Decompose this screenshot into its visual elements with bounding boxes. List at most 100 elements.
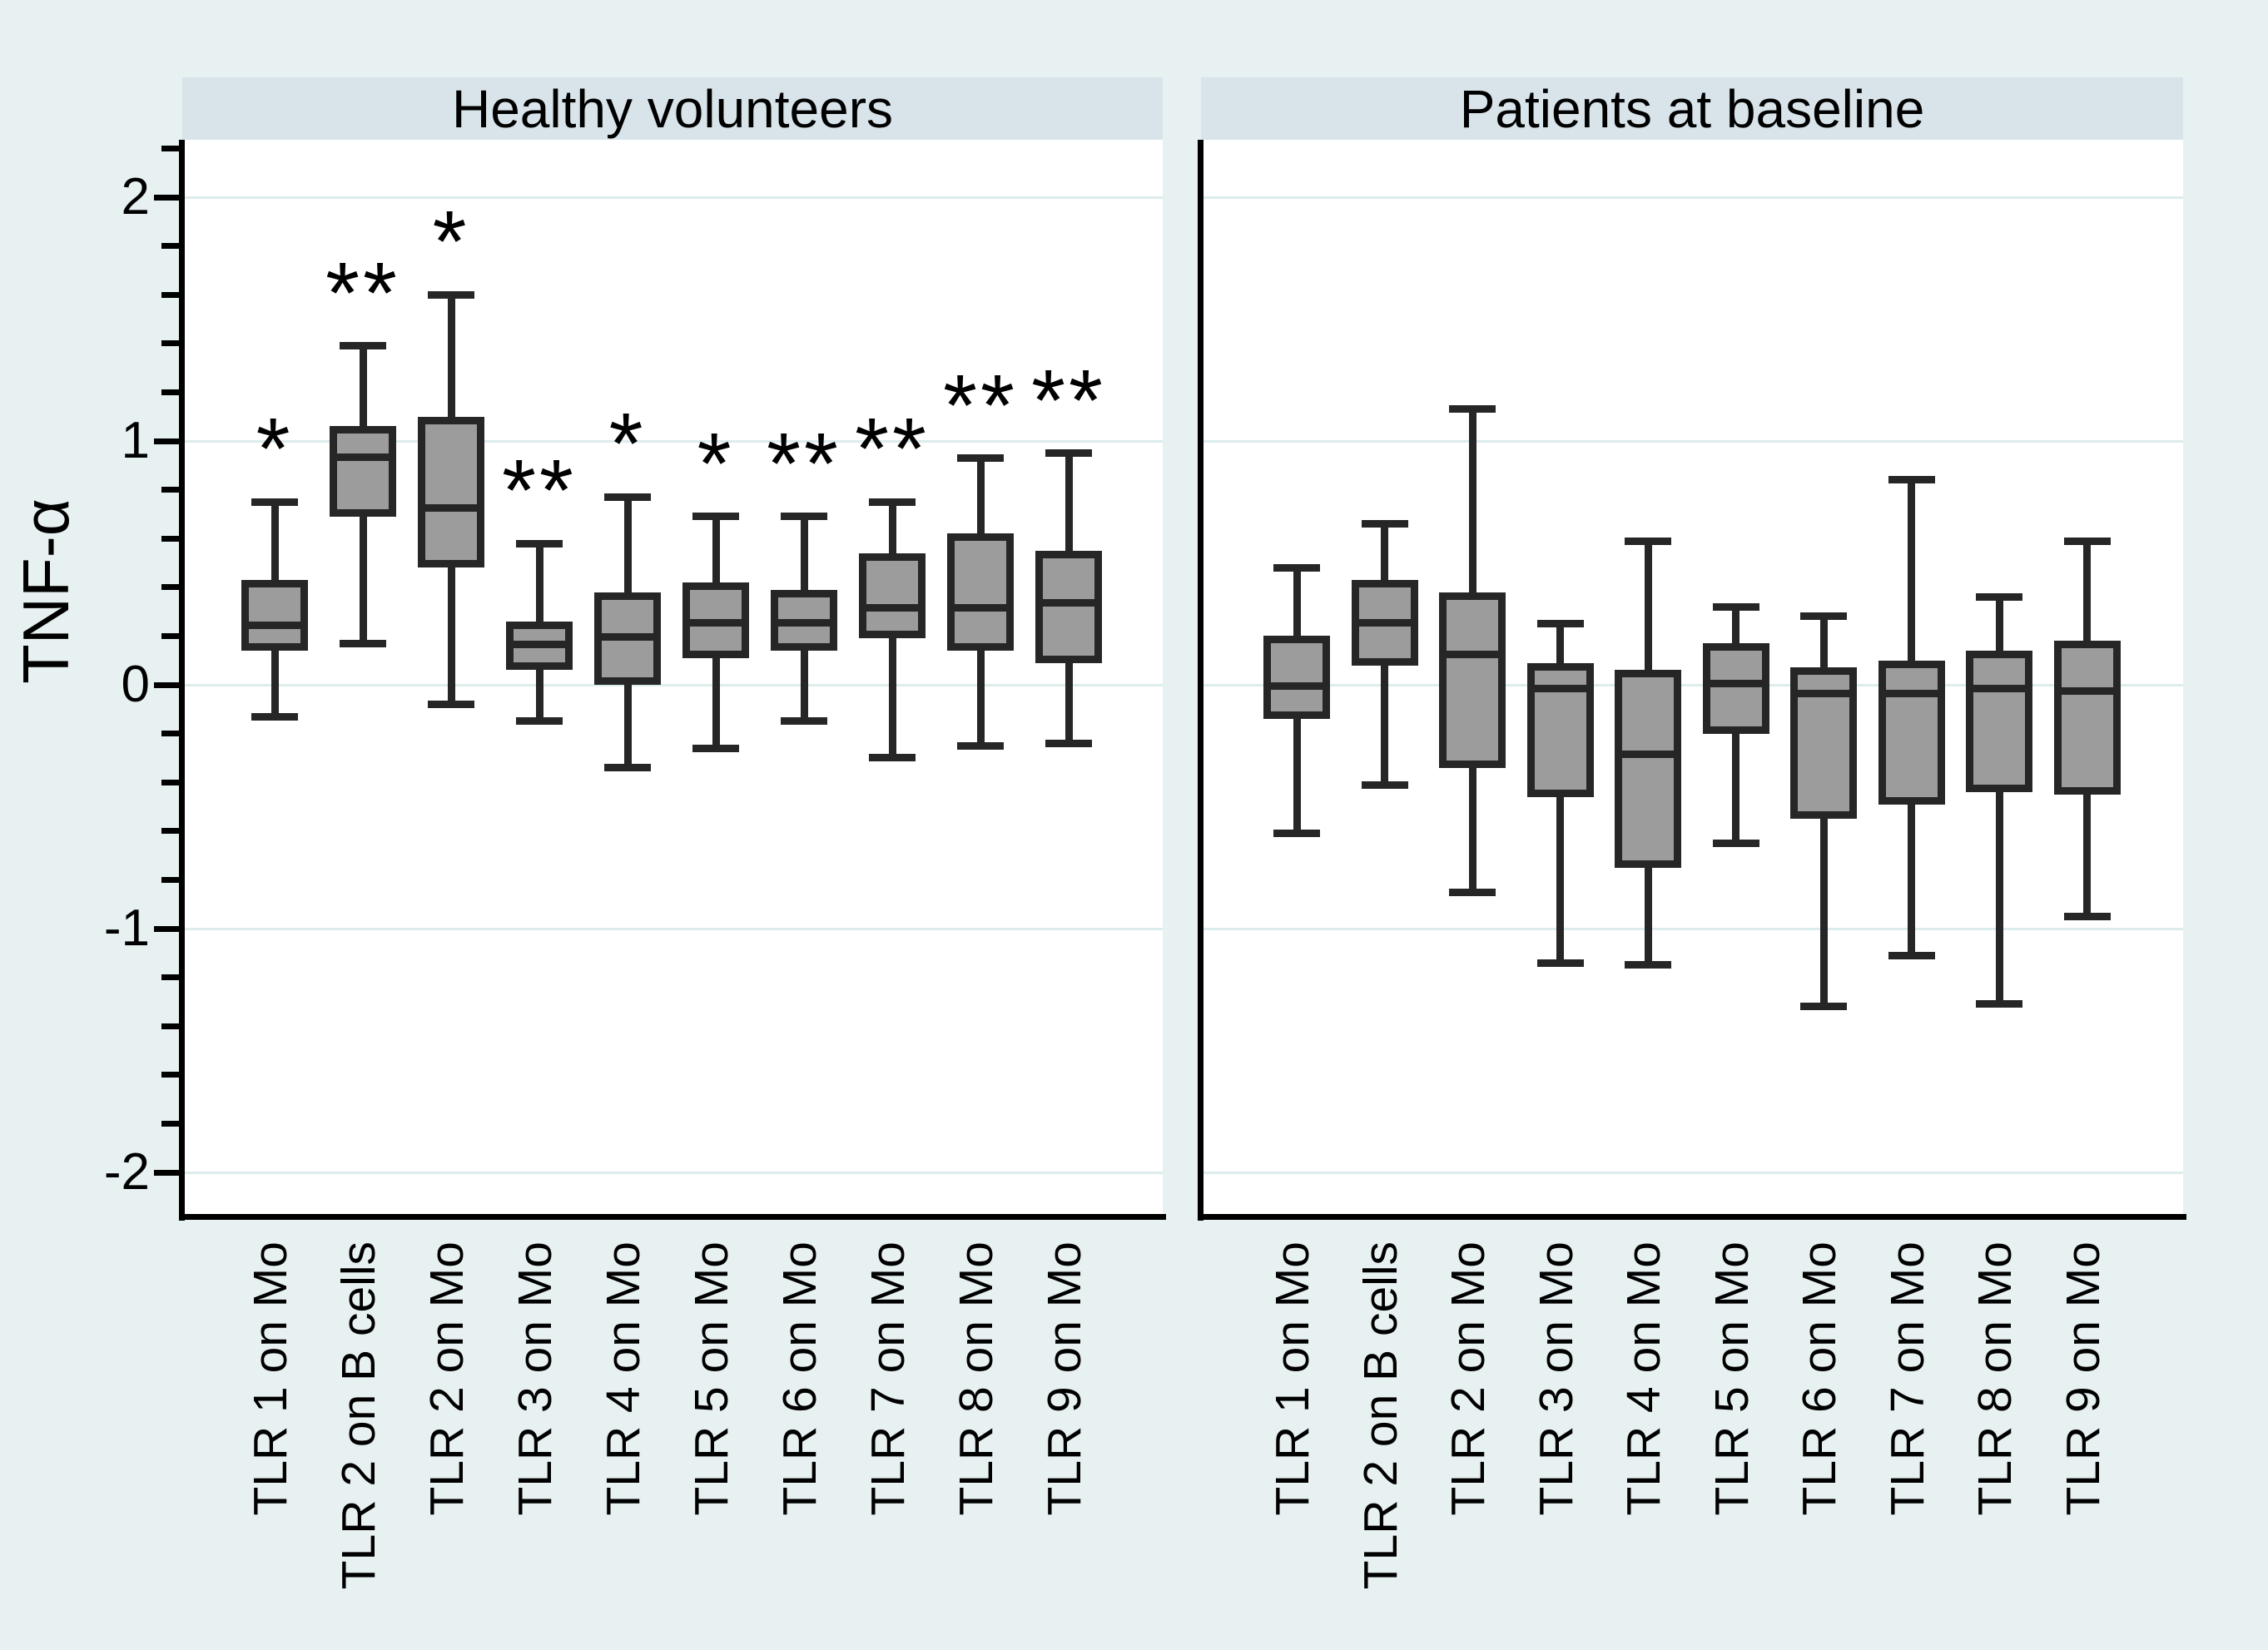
y-major-tick xyxy=(154,1169,179,1176)
whisker-cap-lower xyxy=(1536,959,1584,967)
x-axis-label-wrap: TLR 2 on B cells xyxy=(1354,1241,1407,1589)
y-minor-tick xyxy=(161,291,179,298)
whisker-cap-upper xyxy=(251,498,298,506)
box-iqr xyxy=(506,621,573,671)
y-axis-spine-left-panel xyxy=(179,140,185,1221)
box-iqr xyxy=(1035,550,1102,663)
box-iqr xyxy=(1615,670,1681,868)
x-axis-category-label: TLR 2 on Mo xyxy=(1442,1241,1495,1516)
y-minor-tick xyxy=(161,779,179,785)
y-major-tick xyxy=(154,438,179,444)
x-axis-category-label: TLR 7 on Mo xyxy=(1880,1241,1934,1516)
x-axis-category-label: TLR 6 on Mo xyxy=(1793,1241,1846,1516)
x-axis-category-label: TLR 3 on Mo xyxy=(1529,1241,1583,1516)
whisker-cap-lower xyxy=(428,700,474,708)
y-tick-label: 0 xyxy=(121,656,150,713)
median-line xyxy=(1622,751,1674,759)
box-iqr xyxy=(1263,636,1330,719)
x-axis-spine-left-panel xyxy=(179,1214,1166,1220)
y-minor-tick xyxy=(161,389,179,395)
significance-marker: ** xyxy=(855,400,930,498)
gridline-y2 xyxy=(1201,196,2183,199)
median-line xyxy=(1710,680,1762,688)
whisker-cap-upper xyxy=(428,290,474,299)
gridline-y-1 xyxy=(182,927,1163,930)
box-iqr xyxy=(2053,641,2121,795)
whisker-cap-lower xyxy=(1361,780,1408,789)
y-tick-label: -1 xyxy=(103,899,150,957)
x-axis-category-label: TLR 8 on Mo xyxy=(1968,1241,2022,1516)
x-axis-category-label: TLR 9 on Mo xyxy=(1038,1241,1091,1516)
box-iqr xyxy=(682,582,749,658)
median-line xyxy=(602,633,653,642)
whisker-cap-lower xyxy=(1449,888,1496,896)
box-iqr xyxy=(594,592,661,685)
gridline-y1 xyxy=(182,439,1163,443)
x-axis-label-wrap: TLR 2 on Mo xyxy=(1442,1241,1495,1516)
whisker-line xyxy=(1995,597,2003,1004)
box-iqr xyxy=(241,580,308,651)
whisker-cap-upper xyxy=(1273,563,1320,572)
y-tick-label: 1 xyxy=(121,412,150,469)
median-line xyxy=(1358,618,1411,627)
whisker-cap-upper xyxy=(781,513,827,521)
whisker-cap-lower xyxy=(1625,961,1671,969)
box-iqr xyxy=(1878,660,1945,805)
x-axis-label-wrap: TLR 7 on Mo xyxy=(1880,1241,1934,1516)
whisker-cap-lower xyxy=(1888,951,1935,959)
x-axis-label-wrap: TLR 3 on Mo xyxy=(1529,1241,1583,1516)
y-major-tick xyxy=(154,194,179,201)
x-axis-label-wrap: TLR 1 on Mo xyxy=(1266,1241,1319,1515)
x-axis-category-label: TLR 7 on Mo xyxy=(861,1241,915,1516)
box-iqr xyxy=(947,533,1014,651)
y-minor-tick xyxy=(161,1072,179,1078)
median-line xyxy=(690,618,742,627)
whisker-cap-lower xyxy=(251,712,298,721)
y-minor-tick xyxy=(161,1023,179,1029)
y-minor-tick xyxy=(161,876,179,883)
box-iqr xyxy=(771,589,837,651)
whisker-cap-lower xyxy=(1712,839,1759,847)
median-line xyxy=(1447,650,1498,658)
whisker-cap-lower xyxy=(604,764,651,772)
gridline-y0 xyxy=(182,683,1163,686)
significance-marker: * xyxy=(697,414,735,513)
y-tick-label: 2 xyxy=(121,168,150,225)
whisker-cap-lower xyxy=(1045,739,1092,747)
whisker-cap-lower xyxy=(1976,1000,2022,1008)
whisker-cap-upper xyxy=(604,493,651,501)
whisker-cap-upper xyxy=(1361,520,1408,528)
y-tick-label: -2 xyxy=(103,1143,150,1201)
x-axis-category-label: TLR 5 on Mo xyxy=(1705,1241,1759,1516)
x-axis-category-label: TLR 3 on Mo xyxy=(509,1241,562,1516)
x-axis-category-label: TLR 1 on Mo xyxy=(244,1241,297,1516)
whisker-cap-upper xyxy=(1888,476,1935,484)
y-minor-tick xyxy=(161,145,179,151)
x-axis-category-label: TLR 4 on Mo xyxy=(1617,1241,1670,1516)
whisker-cap-upper xyxy=(1625,537,1671,545)
x-axis-label-wrap: TLR 1 on Mo xyxy=(244,1241,297,1516)
whisker-cap-upper xyxy=(869,498,916,506)
gridline-y-2 xyxy=(1201,1171,2183,1174)
x-axis-category-label: TLR 2 on B cells xyxy=(332,1241,385,1590)
y-minor-tick xyxy=(161,584,179,591)
x-axis-label-wrap: TLR 5 on Mo xyxy=(685,1241,738,1515)
gridline-y-1 xyxy=(1201,927,2183,930)
y-major-tick xyxy=(154,681,179,688)
x-axis-category-label: TLR 9 on Mo xyxy=(2056,1241,2110,1516)
gridline-y-2 xyxy=(182,1171,1163,1174)
x-axis-label-wrap: TLR 3 on Mo xyxy=(509,1241,562,1516)
whisker-cap-upper xyxy=(2063,537,2111,545)
box-iqr xyxy=(1966,650,2032,792)
y-minor-tick xyxy=(161,828,179,835)
median-line xyxy=(249,621,300,629)
box-iqr xyxy=(859,552,926,639)
significance-marker: ** xyxy=(943,356,1018,454)
x-axis-label-wrap: TLR 5 on Mo xyxy=(1705,1241,1759,1516)
x-axis-label-wrap: TLR 8 on Mo xyxy=(1968,1241,2022,1516)
whisker-cap-lower xyxy=(516,717,563,726)
x-axis-category-label: TLR 4 on Mo xyxy=(597,1241,650,1516)
y-minor-tick xyxy=(161,1120,179,1127)
y-minor-tick xyxy=(161,974,179,981)
